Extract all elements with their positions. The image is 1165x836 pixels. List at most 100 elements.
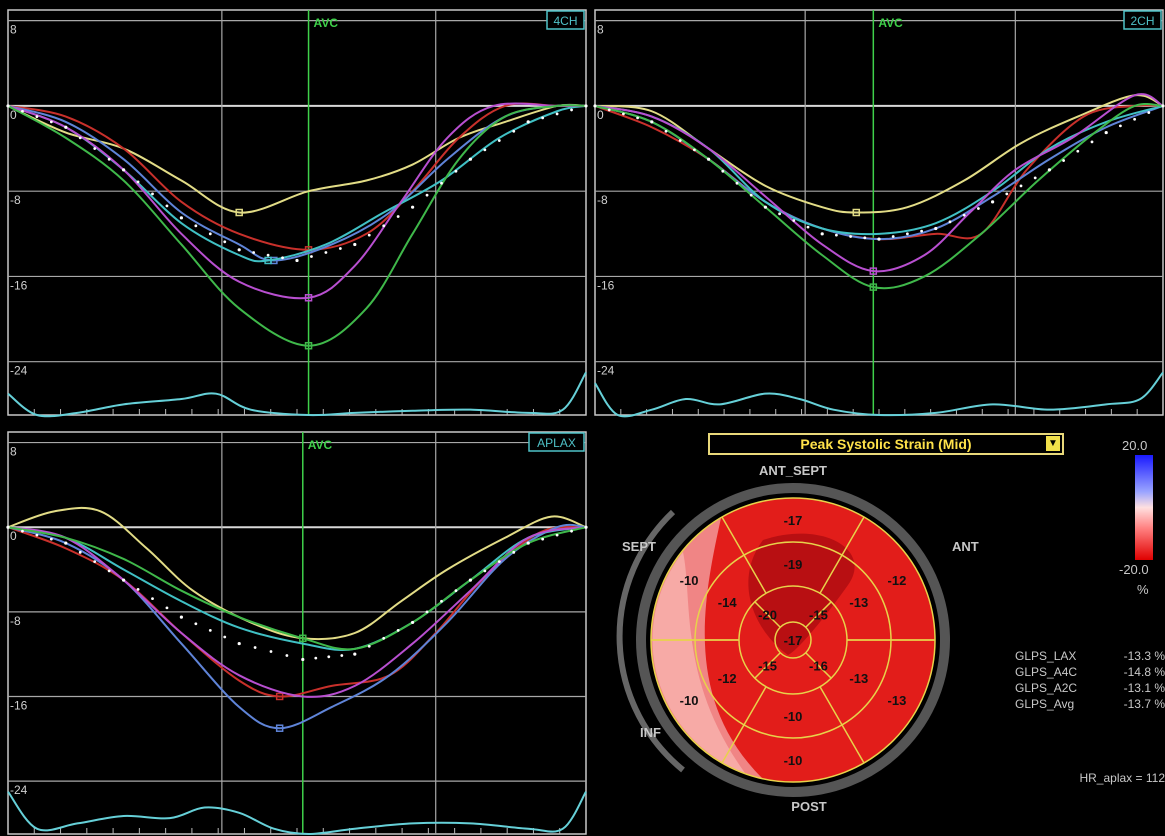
- average-strain-dot: [310, 255, 313, 258]
- average-strain-dot: [411, 205, 415, 209]
- average-strain-dot: [570, 529, 573, 533]
- peak-marker: [304, 294, 313, 302]
- average-strain-dot: [340, 654, 344, 657]
- peak-marker: [869, 283, 878, 291]
- segment-divider: [721, 516, 767, 594]
- average-strain-dot: [136, 587, 140, 591]
- strain-curve: [594, 102, 1164, 290]
- colorbar-max: 20.0: [1122, 438, 1148, 453]
- view-tag-label: APLAX: [537, 436, 576, 450]
- average-strain-dot: [301, 657, 305, 662]
- average-strain-dot: [1133, 117, 1136, 121]
- dropdown-label: Peak Systolic Strain (Mid): [800, 436, 972, 452]
- colorbar: [1135, 455, 1153, 560]
- strain-curve: [7, 526, 587, 652]
- average-strain-dot: [253, 646, 257, 649]
- average-strain-dot: [78, 136, 82, 140]
- average-strain-dot: [541, 537, 545, 541]
- average-strain-dot: [664, 129, 668, 133]
- average-strain-dot: [223, 240, 227, 244]
- average-strain-dot: [778, 212, 781, 216]
- average-strain-dot: [636, 116, 639, 120]
- view-tag: [1123, 10, 1162, 30]
- ecg-trace: [594, 371, 1164, 418]
- average-strain-dot: [165, 204, 169, 208]
- y-tick-label: -16: [10, 698, 28, 712]
- average-strain-dot: [281, 256, 284, 260]
- basal-segment-value: -12: [888, 573, 907, 588]
- segment-divider: [805, 601, 832, 628]
- average-strain-dot: [849, 235, 852, 238]
- average-strain-dot: [749, 193, 753, 197]
- average-strain-dot: [454, 589, 458, 593]
- average-strain-dot: [269, 650, 273, 653]
- average-strain-dot: [367, 233, 371, 237]
- average-strain-dot: [526, 541, 530, 545]
- average-strain-dot: [920, 229, 923, 233]
- average-strain-dot: [179, 615, 183, 619]
- average-strain-dot: [208, 628, 212, 632]
- average-strain-dot: [541, 116, 545, 120]
- strain-curve: [7, 102, 586, 251]
- wall-label: ANT: [952, 539, 979, 554]
- average-strain-dot: [693, 148, 696, 152]
- y-tick-label: 0: [597, 108, 604, 122]
- chevron-down-icon[interactable]: ▼: [1046, 436, 1060, 451]
- average-strain-dot: [237, 248, 241, 252]
- average-strain-dot: [806, 225, 810, 229]
- average-strain-dot: [122, 168, 126, 172]
- glps-label: GLPS_Avg: [1015, 697, 1075, 711]
- wall-label: ANT_SEPT: [759, 463, 827, 478]
- average-strain-dot: [763, 205, 768, 209]
- glps-label: GLPS_A4C: [1015, 665, 1078, 679]
- strain-panel-4ch: 8 0 -8 -16 -24 4CH AVC: [6, 9, 588, 418]
- average-strain-dot: [584, 104, 588, 108]
- y-tick-label: -8: [597, 193, 608, 207]
- strain-curve: [594, 93, 1164, 273]
- apical-segment-value: -15: [809, 608, 828, 623]
- basal-segment-value: -13: [888, 693, 907, 708]
- basal-segment-value: -17: [784, 513, 803, 528]
- average-strain-dot: [338, 247, 342, 250]
- avc-marker-label: AVC: [878, 16, 903, 30]
- average-strain-dot: [593, 104, 597, 108]
- segment-divider: [754, 652, 781, 679]
- average-strain-dot: [107, 569, 111, 573]
- heart-rate: HR_aplax = 112: [1079, 771, 1165, 785]
- segment-ring: [774, 621, 812, 659]
- average-strain-dot: [512, 550, 516, 554]
- wall-label: SEPT: [622, 539, 656, 554]
- parameter-dropdown[interactable]: Peak Systolic Strain (Mid) ▼: [708, 433, 1064, 455]
- basal-segment-value: -10: [680, 693, 699, 708]
- colorbar-unit: %: [1137, 582, 1149, 597]
- average-strain-dot: [425, 193, 429, 197]
- peak-marker: [304, 341, 313, 350]
- average-strain-dot: [877, 237, 881, 241]
- average-strain-dot: [934, 226, 938, 231]
- peak-marker: [275, 692, 284, 701]
- segment-divider: [721, 686, 767, 764]
- average-strain-dot: [93, 560, 97, 563]
- wall-label: INF: [640, 725, 661, 740]
- glps-value: -13.1 %: [1123, 681, 1165, 695]
- apical-segment-value: -15: [758, 658, 777, 673]
- avc-marker-label: AVC: [308, 438, 333, 452]
- average-strain-dot: [1161, 104, 1165, 108]
- average-strain-dot: [735, 181, 739, 185]
- y-tick-label: -16: [597, 278, 615, 292]
- view-tag-label: 2CH: [1130, 14, 1154, 28]
- y-tick-label: 8: [10, 445, 17, 459]
- average-strain-dot: [49, 537, 53, 541]
- average-strain-dot: [6, 104, 10, 108]
- strain-curve: [7, 104, 587, 347]
- peak-marker: [264, 256, 272, 265]
- y-tick-label: -24: [10, 783, 28, 797]
- glps-row: GLPS_LAX -13.3 %: [1015, 648, 1165, 664]
- average-strain-dot: [93, 147, 97, 150]
- average-strain-dot: [863, 236, 867, 240]
- average-strain-dot: [584, 525, 588, 529]
- y-tick-label: -24: [10, 364, 28, 378]
- average-strain-dot: [440, 599, 443, 603]
- average-strain-dot: [1147, 111, 1151, 114]
